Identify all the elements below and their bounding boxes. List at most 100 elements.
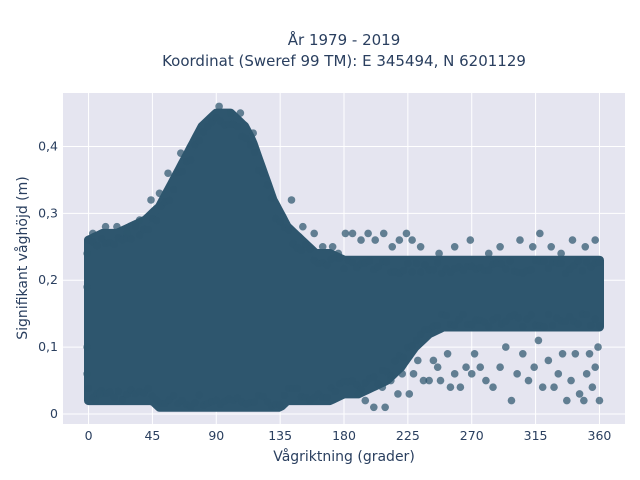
data-point [114, 387, 123, 395]
data-point [416, 268, 425, 276]
data-point [462, 363, 470, 371]
data-point [378, 383, 387, 392]
data-point [331, 387, 340, 396]
data-point [93, 242, 101, 250]
data-point [416, 242, 425, 251]
data-point [450, 370, 459, 378]
data-point [259, 169, 267, 178]
y-axis-title: Signifikant våghöjd (m) [14, 176, 31, 339]
y-tick-label: 0,1 [38, 339, 58, 354]
x-tick-labels: 0 45 90 135 180 225 270 315 360 [85, 428, 612, 443]
chart-title: År 1979 - 2019 [288, 30, 401, 49]
data-point [284, 226, 293, 234]
data-point [544, 310, 553, 319]
data-point [306, 245, 314, 253]
data-point [199, 128, 208, 136]
x-tick-label: 180 [332, 428, 356, 443]
x-tick-label: 135 [268, 428, 292, 443]
chart-subtitle: Koordinat (Sweref 99 TM): E 345494, N 62… [162, 52, 526, 70]
data-point [399, 266, 408, 275]
data-point [544, 356, 553, 365]
data-point [501, 265, 510, 273]
data-point [534, 336, 543, 345]
data-point [144, 225, 152, 234]
data-point [226, 109, 235, 117]
data-point [595, 322, 604, 330]
data-point [429, 266, 438, 274]
data-point [408, 236, 416, 244]
data-point [527, 266, 536, 274]
data-point [164, 169, 172, 178]
x-tick-label: 45 [144, 428, 160, 443]
data-point [348, 229, 357, 238]
data-point [118, 396, 127, 404]
data-point [123, 229, 131, 238]
data-point [540, 257, 548, 266]
data-point [501, 343, 510, 351]
data-point [381, 403, 389, 412]
data-point [591, 236, 599, 244]
x-tick-label: 360 [588, 428, 612, 443]
data-point [250, 148, 259, 157]
data-point [459, 310, 468, 319]
x-tick-label: 0 [85, 428, 93, 443]
data-point [83, 370, 91, 378]
data-point [391, 357, 399, 365]
data-point [176, 149, 185, 157]
data-point [455, 315, 463, 324]
y-tick-label: 0 [50, 406, 58, 421]
data-point [568, 236, 577, 244]
data-point [370, 403, 378, 412]
data-point [83, 343, 91, 351]
data-point [293, 384, 301, 393]
data-point [233, 122, 242, 131]
data-point [169, 391, 178, 400]
data-point [83, 249, 91, 258]
data-point [595, 258, 604, 267]
data-point [144, 384, 152, 393]
data-point [250, 398, 259, 406]
data-point [442, 311, 450, 320]
data-point [328, 242, 337, 251]
data-point [582, 370, 591, 378]
data-point [242, 134, 250, 143]
data-point [394, 390, 402, 398]
data-point [574, 257, 582, 265]
data-point [575, 390, 584, 398]
data-point [580, 396, 588, 405]
data-point [348, 258, 357, 267]
data-point [155, 189, 164, 198]
data-point [421, 261, 429, 269]
data-point [588, 383, 597, 392]
data-point [89, 229, 97, 238]
data-point [101, 222, 110, 231]
data-point [147, 196, 155, 204]
data-point [496, 242, 504, 251]
y-tick-label: 0,4 [38, 138, 58, 153]
data-point [267, 194, 276, 202]
data-point [544, 264, 553, 273]
data-point [110, 393, 118, 402]
data-point [370, 373, 378, 381]
data-point [550, 383, 558, 392]
data-point [540, 323, 548, 331]
data-point [165, 196, 174, 205]
data-point [429, 356, 438, 365]
data-point [178, 167, 187, 176]
data-point [591, 363, 599, 371]
data-point [131, 222, 140, 231]
data-point [404, 259, 412, 268]
data-point [581, 242, 590, 251]
data-point [484, 249, 493, 258]
data-point [297, 246, 306, 255]
data-point [412, 259, 421, 268]
x-tick-label: 315 [524, 428, 548, 443]
data-point [524, 376, 533, 385]
data-point [497, 260, 506, 268]
data-point [582, 310, 591, 319]
data-point [395, 236, 404, 244]
data-point [563, 396, 571, 405]
data-point [398, 370, 406, 378]
data-point [169, 185, 178, 194]
